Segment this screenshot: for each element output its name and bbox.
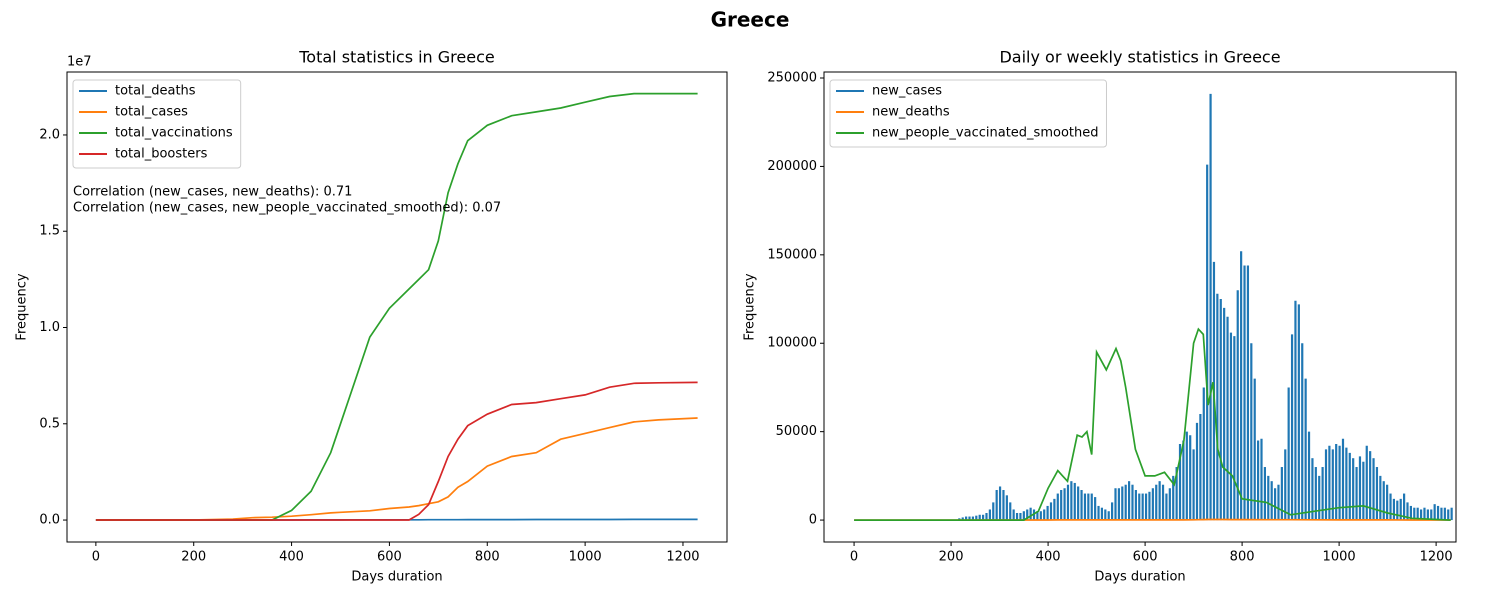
- y-tick-label: 100000: [767, 336, 817, 351]
- x-tick-label: 1000: [1323, 550, 1356, 565]
- x-tick-label: 400: [1036, 550, 1061, 565]
- x-tick-label: 1000: [569, 550, 602, 565]
- y-tick-label: 150000: [767, 247, 817, 262]
- legend-label: new_people_vaccinated_smoothed: [872, 126, 1098, 141]
- y-tick-label: 0: [809, 513, 817, 528]
- x-tick-label: 400: [279, 550, 304, 565]
- x-tick-label: 600: [1133, 550, 1158, 565]
- plot-area: [854, 93, 1453, 521]
- legend-label: total_deaths: [115, 84, 196, 99]
- figure-title: Greece: [711, 8, 790, 32]
- legend-label: new_deaths: [872, 105, 950, 120]
- legend-label: new_cases: [872, 84, 942, 99]
- y-tick-label: 1.5: [39, 224, 60, 239]
- subplot-title: Total statistics in Greece: [298, 48, 494, 67]
- x-tick-label: 600: [377, 550, 402, 565]
- legend-box: [829, 79, 1107, 148]
- subplot: Total statistics in Greece Days duration F…: [15, 48, 728, 585]
- legend-label: total_cases: [115, 105, 188, 120]
- y-axis-label: Frequency: [743, 273, 758, 340]
- annotation: Correlation (new_cases, new_deaths): 0.7…: [73, 185, 352, 200]
- annotation: Correlation (new_cases, new_people_vacci…: [73, 201, 501, 216]
- line: [95, 417, 698, 521]
- x-axis-label: Days duration: [1094, 570, 1185, 585]
- legend: total_deaths total_cases total_vaccination…: [72, 79, 242, 169]
- y-tick-label: 2.0: [39, 127, 60, 142]
- axes-frame: [823, 71, 1457, 543]
- line: [95, 381, 698, 521]
- offset-label: 1e7: [67, 55, 92, 70]
- x-tick-label: 200: [939, 550, 964, 565]
- y-tick-label: 0.0: [39, 513, 60, 528]
- y-tick-label: 250000: [767, 71, 817, 86]
- legend: new_cases new_deaths new_people_vaccinated…: [829, 79, 1107, 148]
- x-tick-label: 0: [92, 550, 100, 565]
- legend-box: [72, 79, 242, 169]
- plot-area: [95, 92, 698, 521]
- line: [854, 518, 1451, 521]
- y-axis-label: Frequency: [15, 273, 30, 340]
- subplot: Daily or weekly statistics in Greece Days…: [743, 48, 1457, 585]
- y-tick-label: 50000: [776, 424, 817, 439]
- x-tick-label: 1200: [666, 550, 699, 565]
- axes-frame: [66, 71, 728, 543]
- x-axis-label: Days duration: [351, 570, 442, 585]
- x-tick-label: 0: [850, 550, 858, 565]
- legend-label: total_vaccinations: [115, 126, 233, 141]
- x-tick-label: 1200: [1420, 550, 1453, 565]
- line: [854, 327, 1451, 521]
- x-tick-label: 800: [1230, 550, 1255, 565]
- y-tick-label: 200000: [767, 159, 817, 174]
- y-tick-label: 0.5: [39, 416, 60, 431]
- legend-label: total_boosters: [115, 147, 208, 162]
- y-tick-label: 1.0: [39, 320, 60, 335]
- x-tick-label: 800: [475, 550, 500, 565]
- x-tick-label: 200: [181, 550, 206, 565]
- subplot-title: Daily or weekly statistics in Greece: [999, 48, 1280, 67]
